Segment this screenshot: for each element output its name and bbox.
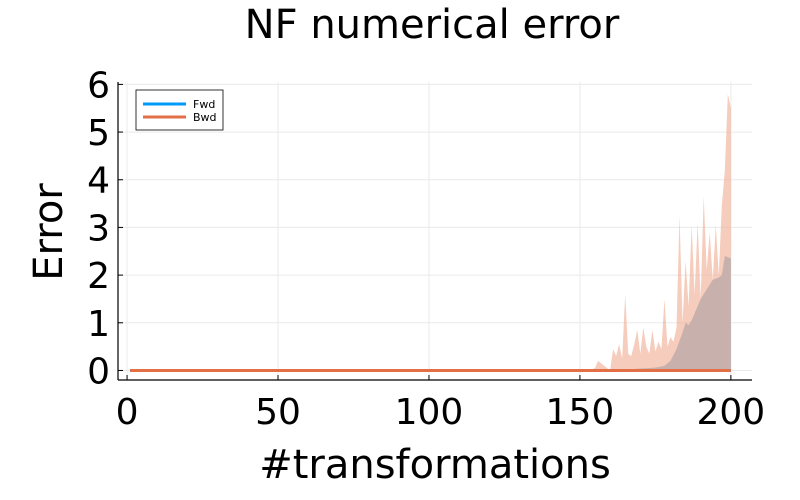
y-tick-label: 6 [87,65,110,106]
y-tick-label: 5 [87,113,110,154]
y-tick-label: 0 [87,351,110,392]
x-tick-label: 150 [546,392,615,433]
y-axis-label: Error [26,183,72,281]
legend-label-bwd: Bwd [193,111,217,124]
legend-label-fwd: Fwd [193,98,215,111]
x-tick-label: 200 [697,392,766,433]
y-tick-label: 4 [87,161,110,202]
y-tick-label: 1 [87,304,110,345]
y-tick-label: 3 [87,208,110,249]
x-tick-label: 100 [395,392,464,433]
chart-title: NF numerical error [245,2,620,48]
x-tick-label: 0 [116,392,139,433]
x-axis-label: #transformations [259,442,611,488]
band-bwd [130,93,731,371]
tick-labels: 0 50 100 150 200 0 1 2 3 4 5 6 [87,65,765,433]
legend-box [135,89,224,131]
y-tick-label: 2 [87,256,110,297]
x-tick-label: 50 [255,392,301,433]
error-bands [130,93,731,371]
